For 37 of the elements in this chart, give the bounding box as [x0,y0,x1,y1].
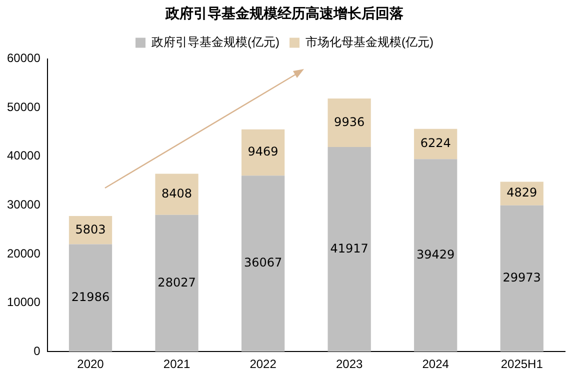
data-label: 9936 [334,114,365,129]
bar [328,98,371,148]
bar [155,174,198,215]
y-tick-label: 10000 [6,295,41,310]
data-label: 29973 [502,270,541,285]
bar [241,176,285,352]
x-tick-label: 2021 [163,357,190,372]
data-label: 28027 [158,275,196,290]
data-label: 8408 [162,186,192,200]
bar [68,244,112,352]
x-tick-label: 2024 [422,357,450,372]
bar [500,205,544,352]
data-label: 4829 [506,186,538,200]
data-label: 5803 [75,222,106,236]
data-label: 36067 [244,256,282,270]
bar [328,147,371,352]
y-tick-label: 40000 [6,148,41,163]
data-label: 6224 [420,136,451,150]
legend-label: 市场化母基金规模(亿元) [306,35,434,50]
x-tick-label: 2025H1 [500,357,544,372]
y-tick-label: 60000 [6,51,41,66]
x-tick-label: 2020 [77,357,104,372]
data-label: 39429 [416,248,455,262]
x-tick-label: 2022 [250,357,277,372]
y-tick-label: 20000 [6,246,41,260]
chart-title: 政府引导基金规模经历高速增长后回落 [164,5,404,22]
legend-label: 政府引导基金规模(亿元) [152,35,280,50]
x-tick-label: 2023 [336,357,363,372]
bar [241,129,285,176]
y-tick-label: 0 [34,344,41,358]
bar [155,214,198,352]
data-label: 21986 [71,290,110,304]
data-label: 9469 [248,144,278,159]
y-tick-label: 30000 [6,198,41,212]
y-tick-label: 50000 [6,100,41,114]
bar [414,159,458,352]
data-label: 41917 [330,241,368,256]
